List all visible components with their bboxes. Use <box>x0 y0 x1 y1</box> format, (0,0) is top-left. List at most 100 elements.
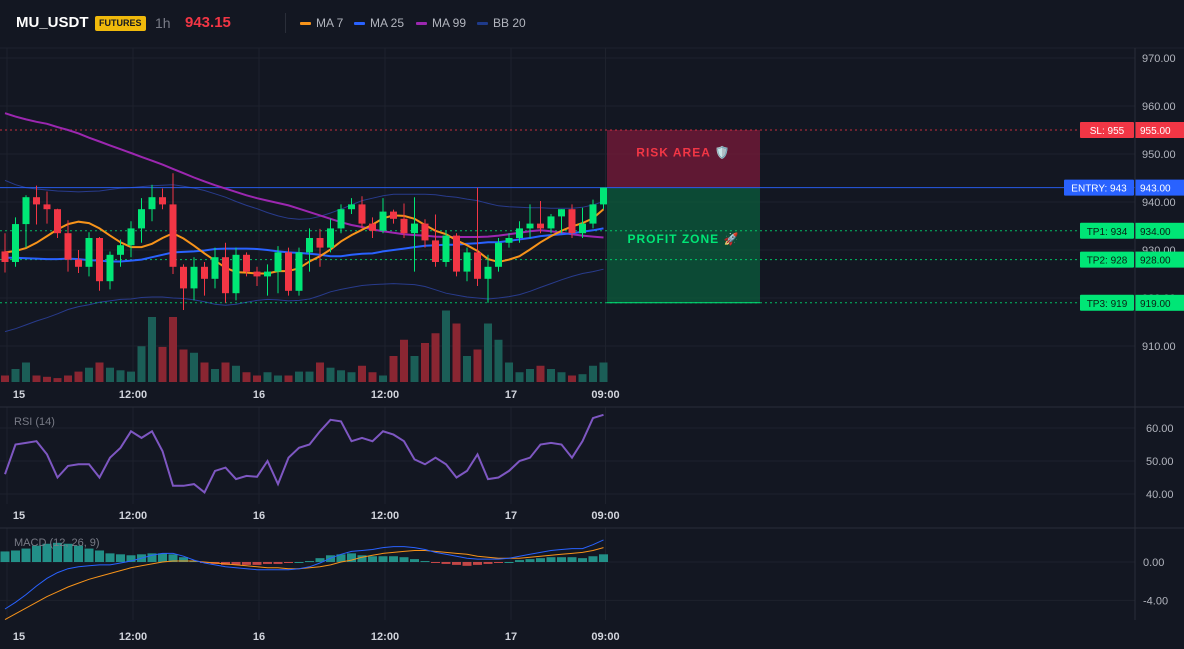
macd-histogram-bar <box>189 561 199 563</box>
level-price-tag <box>1135 294 1184 311</box>
legend-ma25[interactable]: MA 25 <box>354 16 404 30</box>
macd-histogram-bar <box>305 561 314 563</box>
candle-body <box>96 238 103 282</box>
macd-histogram-bar <box>126 555 136 562</box>
macd-histogram-bar <box>378 556 388 562</box>
volume-bar <box>536 365 545 382</box>
volume-bar <box>505 362 513 382</box>
rsi-tick-label: 60.00 <box>1146 423 1174 435</box>
candle-body <box>201 266 208 279</box>
chart-header: MU_USDT FUTURES 1h 943.15 MA 7 MA 25 MA … <box>0 0 1184 48</box>
volume-bar <box>284 375 293 382</box>
macd-histogram-bar <box>557 557 566 562</box>
risk-area-zone <box>607 130 760 188</box>
volume-bar <box>347 372 356 382</box>
time-tick-label: 09:00 <box>591 631 619 643</box>
timeframe-selector[interactable]: 1h <box>155 15 171 31</box>
macd-histogram-bar <box>410 559 419 562</box>
volume-bar <box>305 371 314 382</box>
macd-histogram-bar <box>567 557 577 562</box>
macd-histogram-bar <box>0 551 10 562</box>
bb-lower-line <box>4 268 604 333</box>
volume-bar <box>116 370 125 382</box>
volume-bar <box>463 356 471 382</box>
volume-bar <box>137 346 146 382</box>
volume-bar <box>599 362 608 382</box>
symbol-name[interactable]: MU_USDT <box>16 14 89 31</box>
macd-histogram-bar <box>336 554 346 562</box>
volume-bars <box>1 310 608 382</box>
candle-body <box>85 238 93 267</box>
candle-body <box>306 238 313 253</box>
volume-bar <box>106 367 114 382</box>
trade-zones: RISK AREA 🛡️ PROFIT ZONE 🚀 <box>607 130 760 304</box>
candle-body <box>12 224 19 262</box>
time-tick-label: 17 <box>505 631 517 643</box>
macd-histogram-bar <box>158 553 167 562</box>
volume-bar <box>494 339 503 382</box>
candle-body <box>379 211 387 231</box>
volume-bar <box>74 371 83 382</box>
macd-tick-label: -4.00 <box>1143 595 1168 607</box>
legend-ma99-label: MA 99 <box>432 16 467 30</box>
candle-body <box>64 233 72 260</box>
candle-body <box>264 271 271 277</box>
volume-bar <box>85 367 93 382</box>
volume-bar <box>64 375 72 382</box>
candle-body <box>411 223 418 234</box>
macd-histogram-bar <box>399 557 409 562</box>
macd-histogram-bar <box>179 557 188 562</box>
macd-histogram-bar <box>11 550 20 562</box>
ma25-swatch-icon <box>354 21 365 25</box>
legend-ma7[interactable]: MA 7 <box>300 16 343 30</box>
price-tick-label: 970.00 <box>1142 53 1176 65</box>
macd-histogram-bar <box>389 556 398 562</box>
volume-bar <box>473 349 482 382</box>
level-price-tag <box>1135 251 1184 268</box>
level-tag <box>1080 222 1134 239</box>
volume-bar <box>53 378 62 382</box>
level-price-tag <box>1135 122 1184 138</box>
time-tick-label: 12:00 <box>119 631 147 643</box>
macd-title: MACD (12, 26, 9) <box>14 537 100 549</box>
macd-histogram-bar <box>347 553 356 562</box>
candle-body <box>474 252 481 279</box>
candle-body <box>358 204 366 224</box>
volume-bar <box>389 356 398 382</box>
volume-bar <box>221 362 230 382</box>
candle-body <box>432 240 439 262</box>
macd-histogram-bar <box>525 559 535 562</box>
time-tick-label: 17 <box>505 389 517 401</box>
level-tag-text: SL: 955 <box>1090 126 1125 137</box>
volume-bar <box>400 339 408 382</box>
candle-body <box>211 257 219 279</box>
time-tick-label: 09:00 <box>591 510 619 522</box>
candle-body <box>1 251 9 262</box>
time-axes: 15 12:00 16 12:00 17 09:00 15 12:00 16 12:00 17 09:… <box>13 389 620 643</box>
candle-body <box>316 238 324 248</box>
macd-histogram-bar <box>431 562 440 563</box>
volume-bar <box>158 346 167 382</box>
legend-ma99[interactable]: MA 99 <box>416 16 466 30</box>
candle-body <box>232 254 240 294</box>
ma99-line <box>4 112 604 239</box>
macd-histogram-bar <box>284 562 293 563</box>
macd-histogram-bar <box>483 562 493 564</box>
candle-body <box>484 266 492 279</box>
profit-zone <box>607 187 760 303</box>
legend-bb20[interactable]: BB 20 <box>477 16 526 30</box>
volume-bar <box>11 369 20 382</box>
volume-bar <box>242 372 251 382</box>
price-tick-label: 960.00 <box>1142 101 1176 113</box>
candle-body <box>274 252 282 272</box>
price-tick-label: 940.00 <box>1142 197 1176 209</box>
candle-body <box>54 209 61 234</box>
candle-body <box>516 228 523 238</box>
candle-body <box>327 228 334 248</box>
time-tick-label: 12:00 <box>371 510 399 522</box>
candle-body <box>337 209 345 229</box>
volume-bar <box>442 310 450 382</box>
candle-body <box>159 197 166 205</box>
candle-body <box>547 216 555 229</box>
